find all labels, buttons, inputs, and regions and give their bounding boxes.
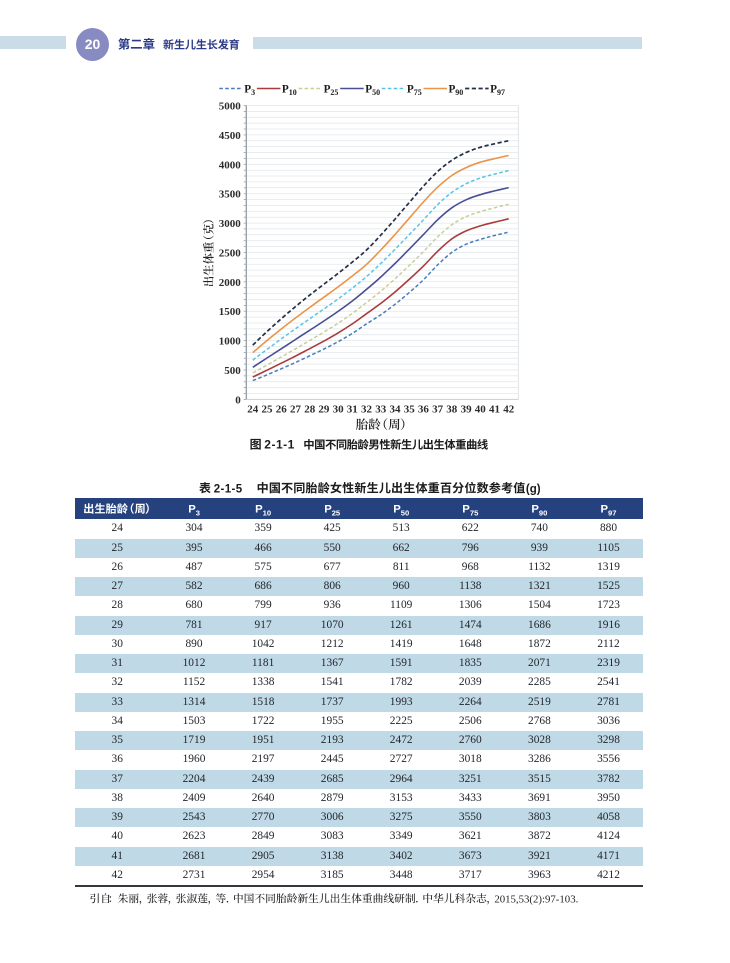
svg-text:1500: 1500 bbox=[219, 306, 242, 318]
svg-text:P: P bbox=[255, 504, 263, 516]
svg-text:P: P bbox=[462, 504, 470, 516]
svg-text:37: 37 bbox=[432, 404, 444, 416]
svg-text:33: 33 bbox=[375, 404, 387, 416]
svg-text:P: P bbox=[407, 84, 414, 96]
svg-text:34: 34 bbox=[390, 404, 402, 416]
svg-text:32: 32 bbox=[361, 404, 373, 416]
svg-text:P: P bbox=[393, 504, 401, 516]
svg-text:39: 39 bbox=[461, 404, 473, 416]
svg-text:75: 75 bbox=[470, 508, 479, 517]
svg-text:3: 3 bbox=[251, 88, 255, 97]
svg-text:25: 25 bbox=[332, 508, 341, 517]
svg-text:97: 97 bbox=[608, 508, 616, 517]
svg-text:500: 500 bbox=[224, 365, 241, 377]
svg-text:42: 42 bbox=[503, 404, 515, 416]
svg-text:29: 29 bbox=[318, 404, 330, 416]
svg-text:25: 25 bbox=[330, 88, 338, 97]
svg-text:P: P bbox=[324, 504, 332, 516]
svg-text:0: 0 bbox=[235, 394, 241, 406]
svg-text:2-1-1: 2-1-1 bbox=[264, 438, 295, 452]
svg-text:50: 50 bbox=[401, 508, 409, 517]
svg-text:1000: 1000 bbox=[219, 336, 242, 348]
svg-text:2000: 2000 bbox=[219, 277, 242, 289]
svg-text:P: P bbox=[324, 84, 331, 96]
svg-text:P: P bbox=[490, 84, 497, 96]
svg-text:2-1-5: 2-1-5 bbox=[214, 483, 243, 495]
svg-text:P: P bbox=[282, 84, 289, 96]
svg-text:P: P bbox=[188, 504, 196, 516]
svg-text:35: 35 bbox=[404, 404, 416, 416]
svg-text:36: 36 bbox=[418, 404, 430, 416]
svg-text:4000: 4000 bbox=[219, 159, 242, 171]
svg-text:3000: 3000 bbox=[219, 218, 242, 230]
svg-text:38: 38 bbox=[446, 404, 458, 416]
svg-text:(g): (g) bbox=[526, 483, 541, 495]
svg-text:2500: 2500 bbox=[219, 247, 242, 259]
svg-text:10: 10 bbox=[263, 508, 271, 517]
svg-text:90: 90 bbox=[455, 88, 463, 97]
svg-text:31: 31 bbox=[347, 404, 358, 416]
svg-text:41: 41 bbox=[489, 404, 500, 416]
svg-text:4500: 4500 bbox=[219, 130, 242, 142]
svg-text:P: P bbox=[449, 84, 456, 96]
svg-text:97: 97 bbox=[497, 88, 505, 97]
svg-text:25: 25 bbox=[262, 404, 274, 416]
svg-text:P: P bbox=[244, 84, 251, 96]
svg-text:75: 75 bbox=[414, 88, 422, 97]
svg-text:90: 90 bbox=[539, 508, 547, 517]
svg-text:P: P bbox=[365, 84, 372, 96]
svg-text:50: 50 bbox=[372, 88, 380, 97]
svg-text:27: 27 bbox=[290, 404, 302, 416]
svg-text:24: 24 bbox=[247, 404, 259, 416]
svg-text:26: 26 bbox=[276, 404, 288, 416]
svg-text:5000: 5000 bbox=[219, 101, 242, 113]
svg-text:28: 28 bbox=[304, 404, 316, 416]
svg-text:3500: 3500 bbox=[219, 189, 242, 201]
svg-text:P: P bbox=[601, 504, 609, 516]
svg-text:30: 30 bbox=[333, 404, 345, 416]
svg-text:3: 3 bbox=[196, 508, 200, 517]
svg-text:2015,53(2):97-103.: 2015,53(2):97-103. bbox=[494, 893, 578, 905]
svg-text:40: 40 bbox=[475, 404, 487, 416]
svg-text:10: 10 bbox=[289, 88, 297, 97]
svg-text:P: P bbox=[531, 504, 539, 516]
